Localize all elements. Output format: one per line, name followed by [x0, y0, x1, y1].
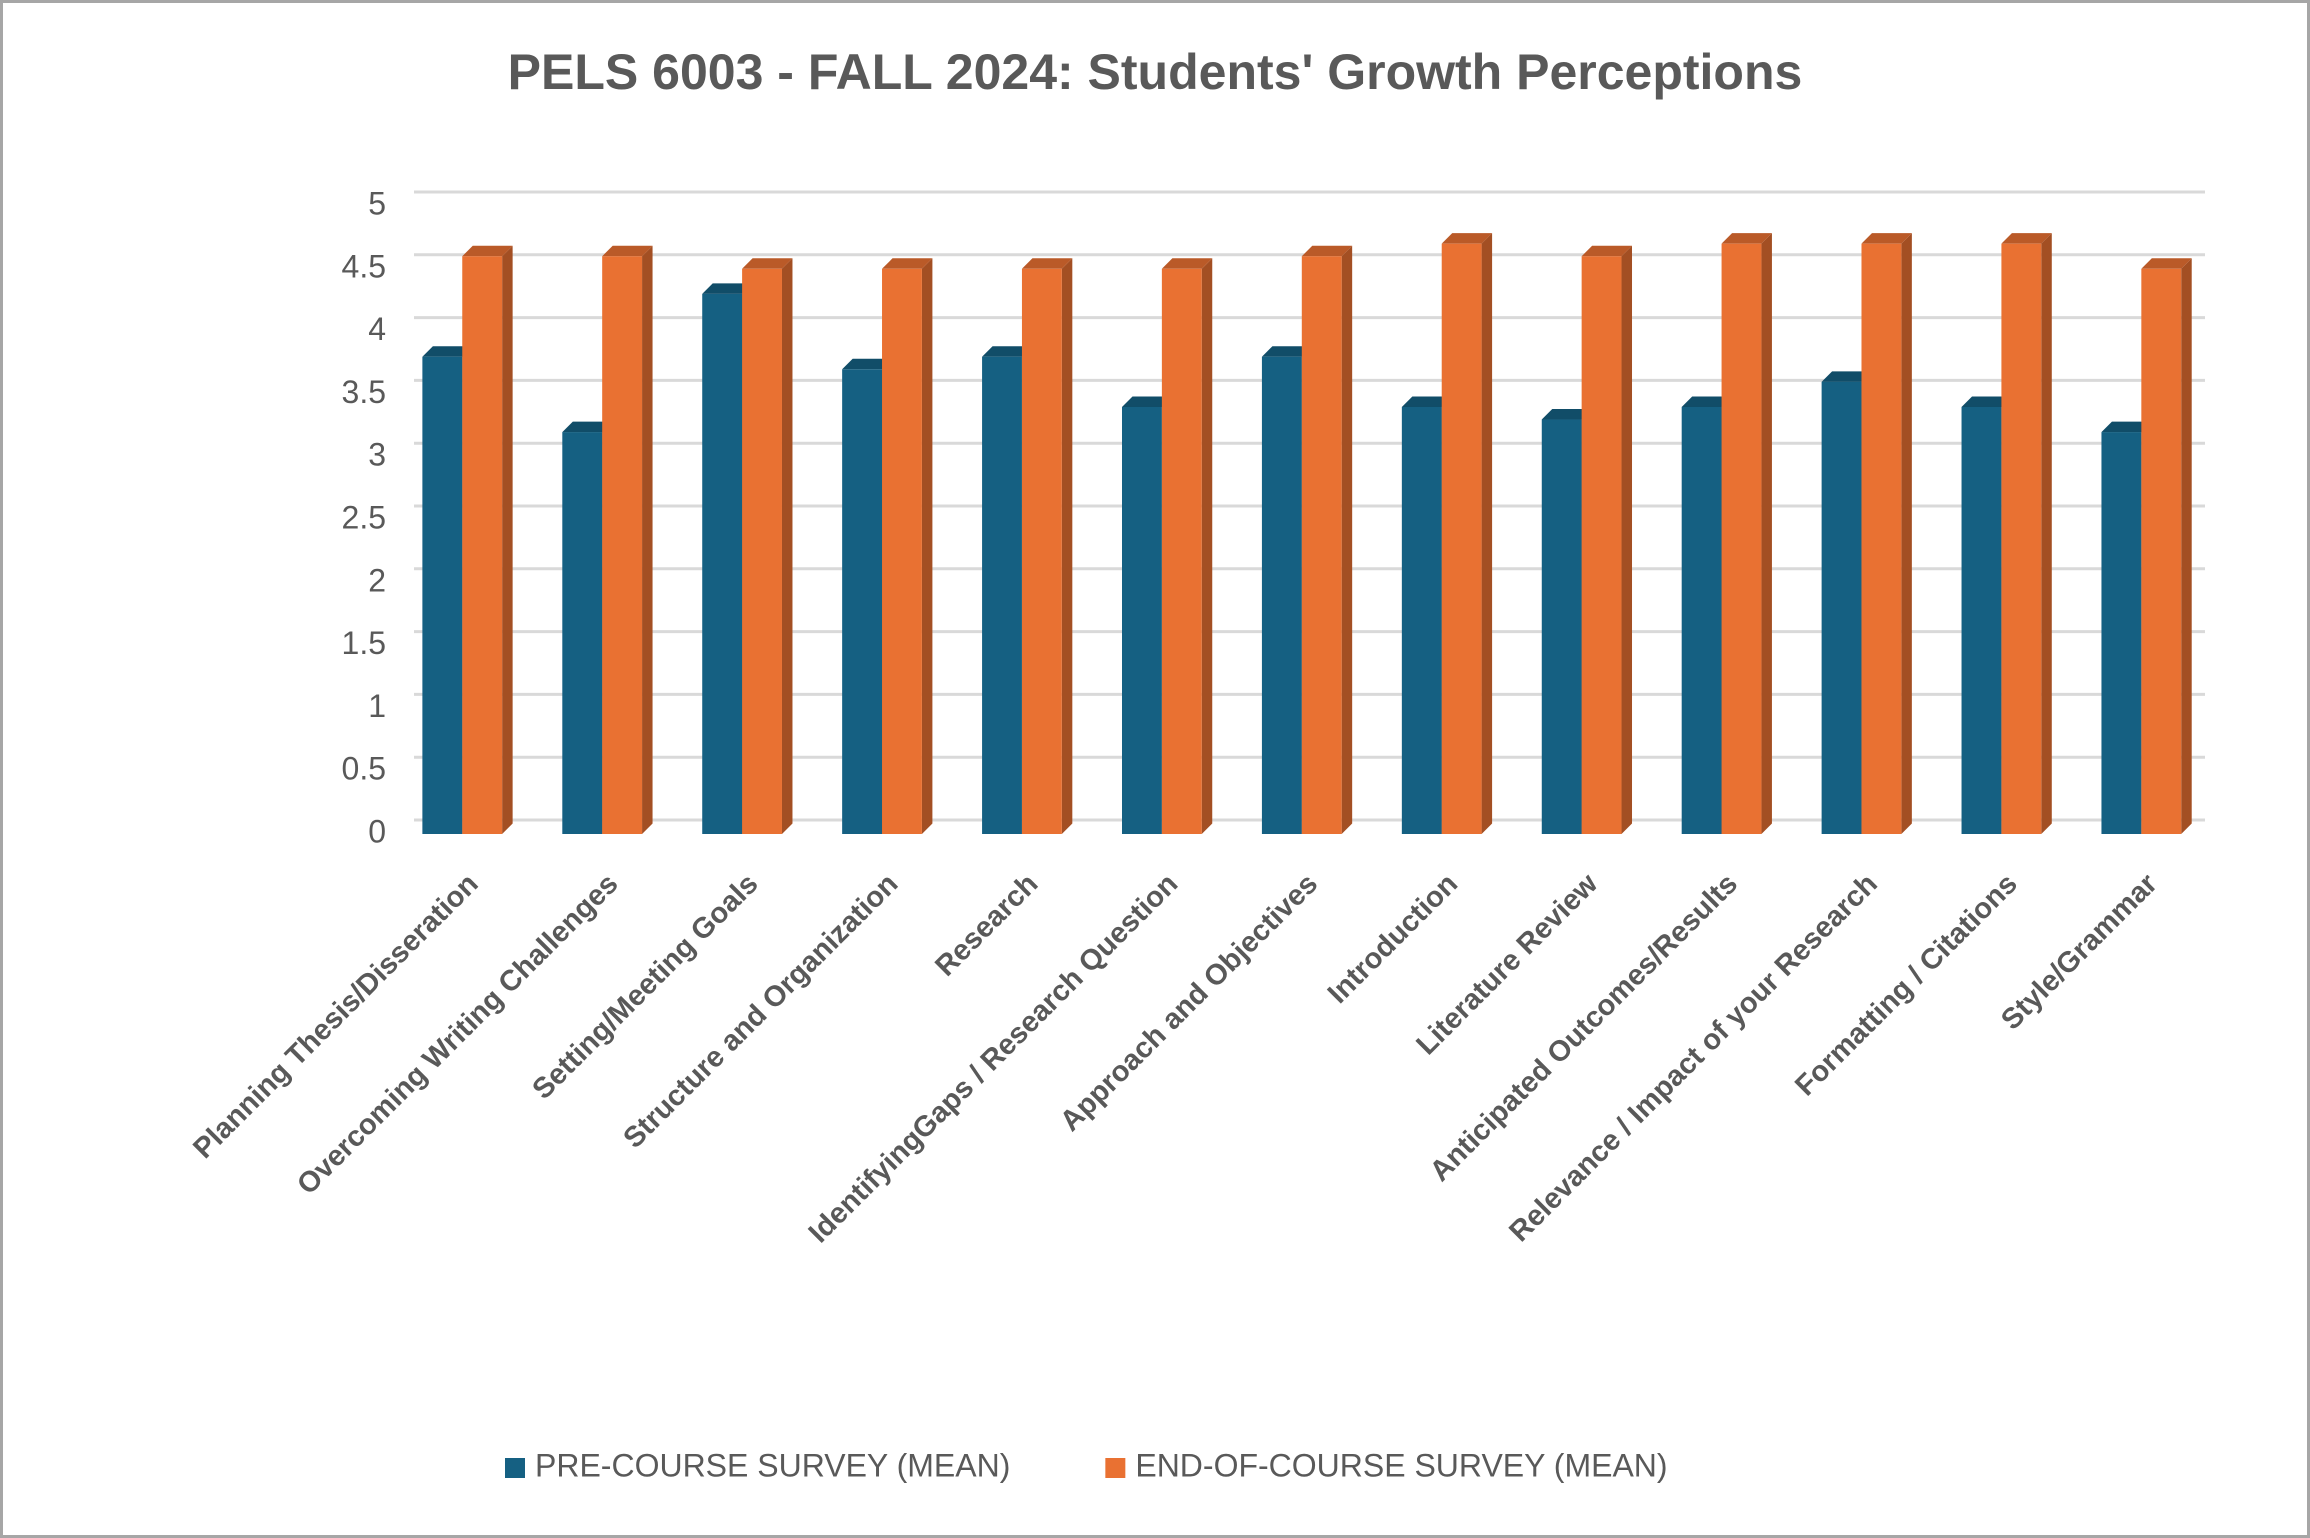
bar — [602, 256, 643, 834]
bar-top — [1721, 233, 1772, 244]
bar — [882, 268, 922, 834]
y-tick-label: 4.5 — [342, 248, 386, 284]
bar-top — [1441, 233, 1493, 244]
y-tick-label: 1 — [368, 688, 386, 724]
bar — [1541, 419, 1582, 834]
bar-side — [1761, 233, 1772, 834]
bar-top — [1301, 245, 1353, 257]
bar-top — [1961, 396, 2012, 407]
bar-top — [602, 245, 653, 257]
legend-label: END-OF-COURSE SURVEY (MEAN) — [1135, 1447, 1667, 1483]
bar — [562, 432, 603, 834]
bar-top — [1541, 409, 1593, 420]
bar-side — [1481, 233, 1493, 834]
bar — [2101, 432, 2142, 834]
bar-top — [562, 421, 613, 433]
bar-top — [1821, 371, 1872, 382]
bar-side — [921, 258, 933, 834]
bar-top — [1021, 258, 1073, 269]
bar-side — [1341, 245, 1353, 834]
y-tick-label: 4 — [368, 311, 386, 347]
legend-label: PRE-COURSE SURVEY (MEAN) — [535, 1447, 1010, 1483]
y-tick-label: 2 — [368, 562, 386, 598]
bar — [1721, 243, 1762, 834]
bar — [1821, 381, 1862, 834]
bar — [1441, 243, 1482, 834]
bar — [1161, 268, 1202, 834]
bar-side — [1061, 258, 1073, 834]
bar — [422, 356, 463, 834]
bar-side — [1901, 233, 1912, 834]
bar-top — [742, 258, 793, 269]
bar — [2001, 243, 2042, 834]
bar-side — [781, 258, 793, 834]
bar-top — [1401, 396, 1453, 407]
bar — [1681, 406, 1722, 834]
bar — [1121, 406, 1162, 834]
y-tick-label: 0 — [368, 813, 386, 849]
bar-top — [2001, 233, 2052, 244]
legend-swatch — [1105, 1458, 1126, 1478]
bar-side — [1621, 245, 1633, 834]
bar-top — [1861, 233, 1912, 244]
bar-top — [982, 346, 1033, 357]
bar-side — [2181, 258, 2192, 834]
bar-top — [462, 245, 513, 257]
bar — [702, 293, 743, 834]
bar-top — [882, 258, 933, 269]
bar — [1301, 256, 1342, 834]
bar — [462, 256, 503, 834]
y-tick-label: 3 — [368, 437, 386, 473]
bar-top — [842, 358, 893, 370]
bar — [1261, 356, 1302, 834]
y-tick-label: 0.5 — [342, 751, 386, 787]
y-tick-label: 5 — [368, 185, 386, 221]
y-tick-label: 3.5 — [342, 374, 386, 410]
bar — [1581, 256, 1622, 834]
bar-top — [1161, 258, 1213, 269]
bar — [1861, 243, 1902, 834]
bar-side — [502, 245, 513, 834]
bar — [1961, 406, 2002, 834]
bar-top — [1261, 346, 1313, 357]
bar-top — [1121, 396, 1173, 407]
bar-top — [702, 283, 753, 294]
bar — [2141, 268, 2182, 834]
bar-top — [1581, 245, 1633, 257]
bar — [842, 369, 883, 834]
bar-top — [422, 346, 473, 357]
bar — [982, 356, 1022, 834]
y-tick-label: 1.5 — [342, 625, 386, 661]
legend-swatch — [505, 1458, 525, 1478]
bar-side — [1201, 258, 1213, 834]
bar — [1401, 406, 1442, 834]
chart-title: PELS 6003 - FALL 2024: Students' Growth … — [508, 44, 1803, 100]
bar — [1021, 268, 1062, 834]
bar-top — [1681, 396, 1733, 407]
bar-top — [2101, 421, 2152, 433]
bar-side — [642, 245, 653, 834]
bar-top — [2141, 258, 2192, 269]
y-tick-label: 2.5 — [342, 499, 386, 535]
bar — [742, 268, 782, 834]
bar-side — [2041, 233, 2052, 834]
